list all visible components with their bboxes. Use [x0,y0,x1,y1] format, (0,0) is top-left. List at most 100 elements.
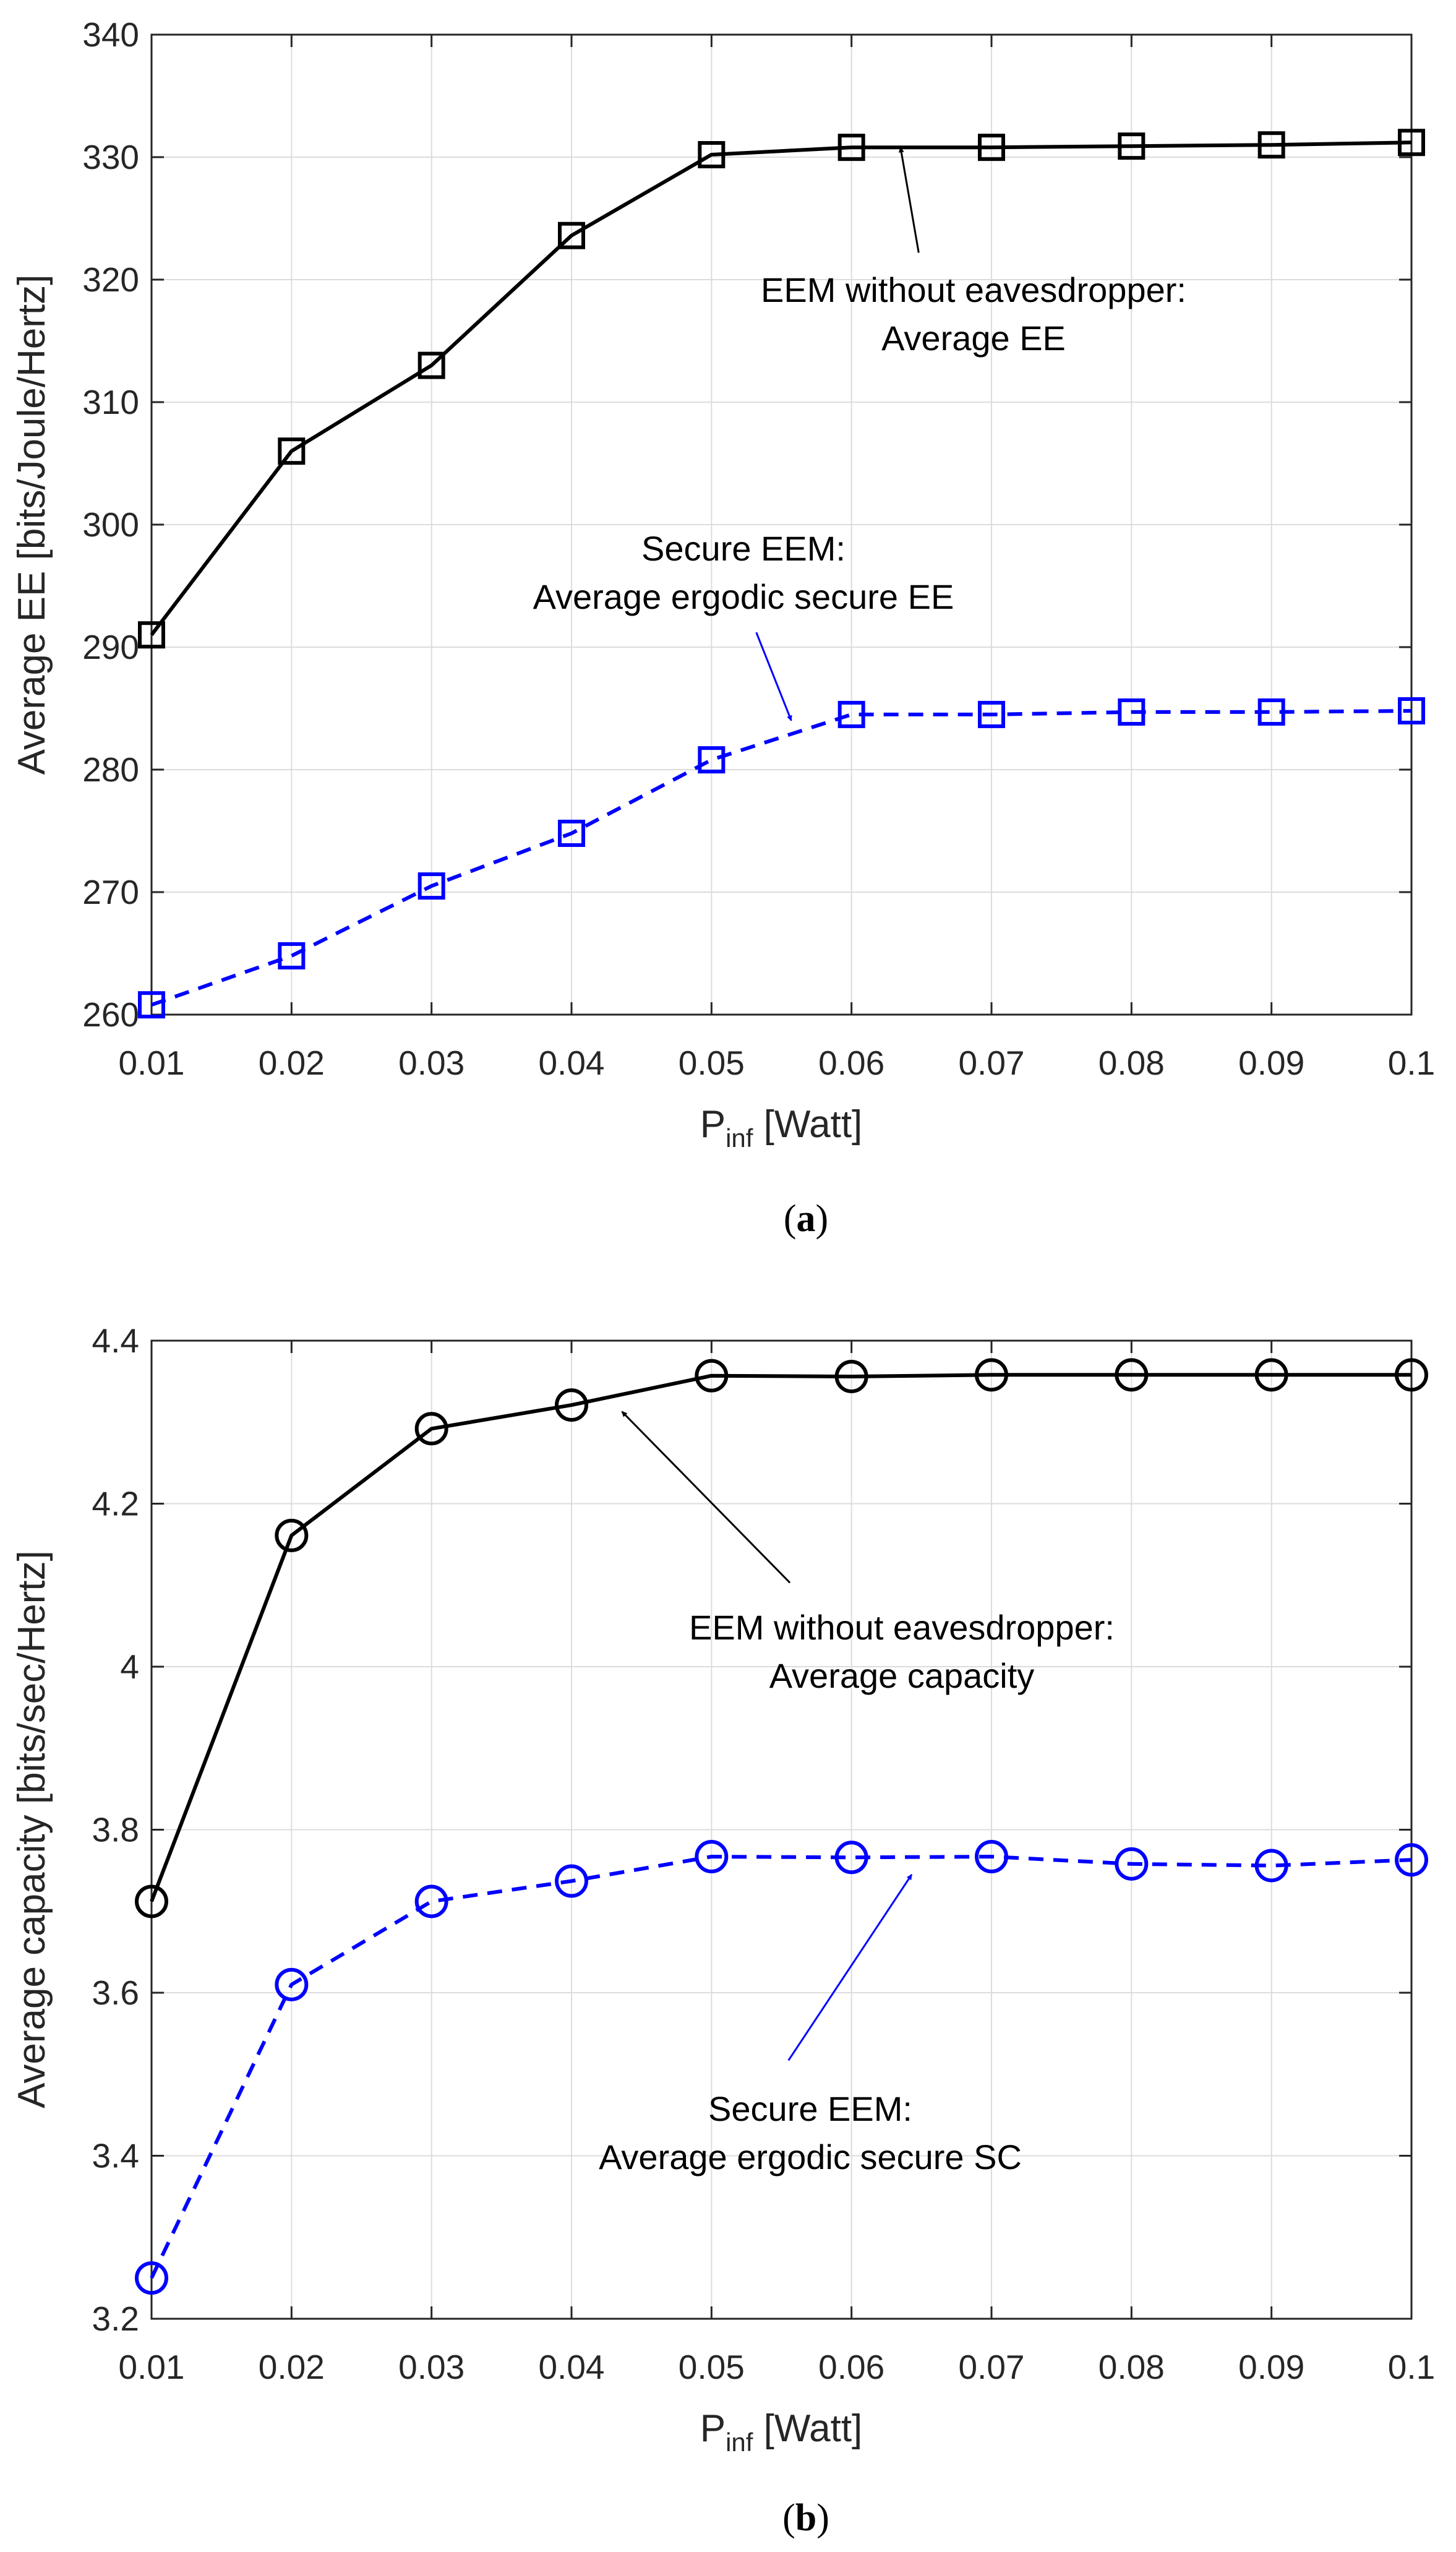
panel-a-series-2-marker [698,746,726,774]
panel-a-x-tick-label: 0.08 [1098,1044,1165,1082]
panel-a-y-ticks: 260 270 280 290 300 310 320 330 340 [82,15,1411,1034]
panel-b-x-tick-label: 0.02 [259,2348,325,2386]
panel-b-x-tick-label: 0.06 [818,2348,884,2386]
panel-b-series-1-marker [135,1884,168,1918]
panel-a-series-2-marker [837,700,865,728]
panel-a-series-markers [138,129,1425,1019]
panel-b-series-1-marker [414,1412,448,1446]
panel-a-annotation-arrow-1 [898,147,920,253]
panel-a-y-tick-label: 280 [82,750,139,789]
panel-a-x-tick-label: 0.01 [118,1044,184,1082]
panel-a-series-1-marker [698,141,726,169]
panel-a-y-tick-label: 330 [82,138,139,176]
panel-a-grid [151,34,1412,1015]
panel-a-caption-close: ) [816,1198,829,1240]
panel-b-series-2-marker [975,1839,1008,1873]
panel-b-series-1-marker [555,1388,588,1422]
panel-a-x-ticks: 0.01 0.02 0.03 0.04 0.05 0.06 0.07 0.08 0.09 0.1 [118,35,1435,1082]
panel-a: 260 270 280 290 300 310 320 330 340 0.01 0.02 0.03… [11,15,1435,1240]
panel-b-y-ticks: 3.2 3.4 3.6 3.8 4 4.2 4.4 [92,1321,1411,2338]
panel-a-annotation-eem-line1: EEM without eavesdropper: [761,270,1186,309]
panel-a-series-1-marker [418,351,445,379]
panel-a-y-tick-label: 300 [82,505,139,544]
panel-b-y-tick-label: 3.6 [92,1974,139,2012]
panel-b-series-1-marker [275,1518,309,1552]
panel-b-y-axis-title: Average capacity [bits/sec/Hertz] [11,1550,53,2108]
panel-a-series-2-line [151,709,1412,1007]
panel-b-series-1-marker [1254,1358,1288,1392]
panel-b-y-tick-label: 3.4 [92,2137,139,2175]
panel-b-annotation-arrow-2 [787,1874,913,2061]
panel-b-x-tick-label: 0.08 [1098,2348,1165,2386]
panel-b-series-2-line [150,1855,1412,2279]
panel-b-annotation-arrows [621,1411,913,2061]
panel-b-x-axis-title-main: P [700,2407,726,2450]
panel-b-series-1-marker [975,1358,1008,1392]
panel-b-series-1-marker [1395,1358,1428,1392]
panel-b-series-1-line [150,1373,1411,1902]
panel-b-y-tick-label: 3.2 [92,2300,139,2338]
panel-b-series-2-marker [275,1967,309,2001]
panel-b-series-lines [150,1373,1412,2279]
panel-a-series-1-marker [138,621,165,649]
panel-b-annotation-eem-line2: Average capacity [769,1656,1035,1695]
panel-a-annotation-arrows [755,147,920,721]
panel-b-caption-letter: b [795,2497,816,2539]
panel-a-x-tick-label: 0.1 [1388,1044,1435,1082]
panel-b-x-axis-title: Pinf [Watt] [700,2407,863,2457]
panel-a-annotation-eem-line2: Average EE [881,319,1066,358]
panel-b-x-axis-title-unit: [Watt] [753,2407,862,2450]
panel-b-x-ticks: 0.01 0.02 0.03 0.04 0.05 0.06 0.07 0.08 0.09 0.1 [118,1341,1435,2386]
panel-a-series-1-marker [558,221,585,249]
panel-a-x-axis-title-unit: [Watt] [753,1103,862,1146]
panel-b-x-axis-title-sub: inf [726,2428,753,2457]
panel-b-y-tick-label: 4 [120,1648,139,1686]
panel-b-series-1-marker [834,1359,868,1393]
panel-b-x-tick-label: 0.05 [679,2348,745,2386]
panel-a-y-axis-title: Average EE [bits/Joule/Hertz] [11,275,53,775]
panel-a-annotation-arrow-2 [755,632,792,721]
panel-a-y-tick-label: 310 [82,383,139,421]
panel-a-y-tick-label: 290 [82,628,139,666]
panel-a-y-tick-label: 320 [82,260,139,299]
panel-b-series-2-marker [834,1841,868,1875]
panel-a-x-axis-title-sub: inf [726,1123,753,1153]
panel-a-x-tick-label: 0.09 [1238,1044,1304,1082]
panel-b-series-2-marker [414,1884,448,1918]
panel-a-x-tick-label: 0.04 [538,1044,604,1082]
panel-a-series-1-marker [278,437,306,465]
panel-a-series-2-marker [138,991,165,1019]
panel-b-series-1-marker [1115,1358,1149,1392]
panel-b-series-2-marker [1115,1847,1149,1881]
panel-a-x-axis-title: Pinf [Watt] [700,1103,863,1153]
panel-a-series-1-marker [1257,131,1285,159]
panel-b-x-tick-label: 0.09 [1238,2348,1304,2386]
panel-a-annotation-secure-line2: Average ergodic secure EE [533,577,954,616]
panel-b-x-tick-label: 0.1 [1388,2348,1435,2386]
panel-a-x-tick-label: 0.03 [398,1044,465,1082]
panel-b-x-tick-label: 0.01 [118,2348,184,2386]
panel-a-annotation-secure-line1: Secure EEM: [641,529,846,568]
panel-a-y-tick-label: 270 [82,873,139,911]
panel-b-series-2-marker [555,1864,588,1898]
panel-b-series-2-marker [1254,1849,1288,1883]
panel-b-y-tick-label: 4.2 [92,1485,139,1523]
panel-a-caption-letter: a [797,1198,816,1240]
panel-b: 3.2 3.4 3.6 3.8 4 4.2 4.4 0.01 0.02 0.03 0.04 0.05… [11,1321,1435,2539]
panel-b-y-tick-label: 3.8 [92,1811,139,1849]
panel-b-x-tick-label: 0.07 [958,2348,1024,2386]
panel-a-y-tick-label: 260 [82,995,139,1034]
panel-a-caption-open: ( [784,1198,797,1240]
panel-a-series-1-marker [978,134,1005,161]
panel-b-caption: (b) [782,2497,829,2539]
panel-a-x-tick-label: 0.05 [679,1044,745,1082]
panel-a-caption: (a) [784,1198,828,1240]
panel-a-series-1-marker [837,134,865,161]
panel-a-series-1-marker [1118,132,1146,160]
panel-a-x-tick-label: 0.02 [259,1044,325,1082]
panel-b-series-2-marker [1395,1843,1428,1877]
panel-a-series-lines [150,140,1412,1007]
panel-a-series-1-line [150,140,1412,637]
panel-b-y-tick-label: 4.4 [92,1321,139,1360]
